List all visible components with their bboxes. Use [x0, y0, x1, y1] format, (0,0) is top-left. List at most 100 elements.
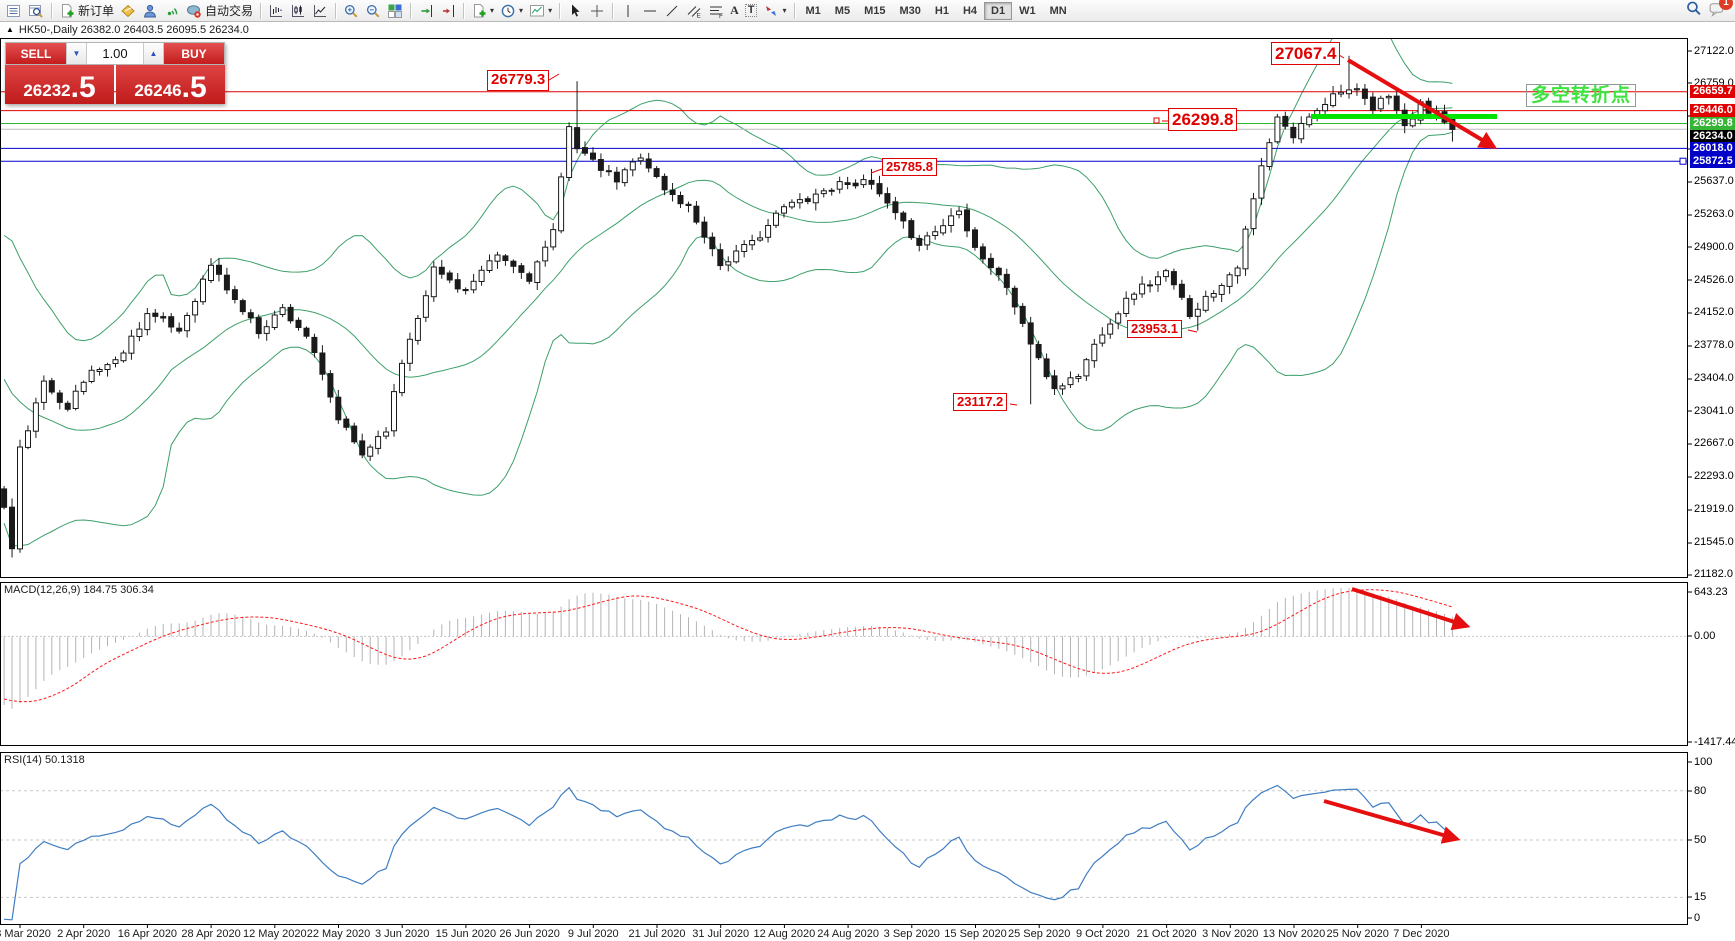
rsi-axis-tick: 0 [1694, 912, 1701, 924]
volume-increase-button[interactable]: ▲ [143, 43, 164, 64]
zoom-in-button[interactable] [340, 1, 362, 21]
text-label-button[interactable]: T [742, 1, 761, 21]
toolbar-separator [260, 2, 262, 19]
tab-timeframe-mn[interactable]: MN [1049, 4, 1067, 17]
toolbar-separator [793, 2, 795, 19]
horizontal-line-icon [642, 3, 658, 19]
date-axis-label: 15 Sep 2020 [944, 928, 1007, 940]
profile-button[interactable] [139, 1, 161, 21]
price-axis-tick: 27122.0 [1694, 44, 1734, 57]
zoom-out-button[interactable] [362, 1, 384, 21]
new-order-icon [59, 3, 75, 19]
date-axis-label: 26 Jun 2020 [499, 928, 560, 940]
toolbar-separator [335, 2, 337, 19]
tab-timeframe-m15[interactable]: M15 [864, 4, 886, 17]
new-order-button[interactable]: 新订单 [56, 1, 117, 21]
date-axis-label: 12 May 2020 [242, 928, 307, 940]
candlestick-chart-icon [290, 3, 306, 19]
tile-windows-button[interactable] [384, 1, 406, 21]
signals-button[interactable] [161, 1, 183, 21]
date-axis-label: 24 Aug 2020 [817, 928, 879, 940]
tab-timeframe-h1[interactable]: H1 [934, 4, 949, 17]
auto-trading-button[interactable]: 自动交易 [183, 1, 256, 21]
horizontal-line-button[interactable] [639, 1, 661, 21]
bar-chart-icon [268, 3, 284, 19]
price-level-label[interactable]: 27067.4 [1271, 42, 1341, 66]
search-icon[interactable] [1685, 0, 1702, 22]
bar-chart-button[interactable] [265, 1, 287, 21]
date-axis-label: 9 Jul 2020 [567, 928, 619, 940]
tab-timeframe-w1[interactable]: W1 [1019, 4, 1036, 17]
sell-button[interactable]: SELL [6, 43, 66, 64]
price-axis-tick: 22293.0 [1694, 470, 1734, 483]
date-axis-label: 7 Dec 2020 [1393, 928, 1450, 940]
trendline-button[interactable] [661, 1, 683, 21]
auto-scroll-button[interactable] [437, 1, 459, 21]
sell-price-button[interactable]: 26232.5 [5, 65, 114, 104]
date-axis-label: 31 Jul 2020 [692, 928, 750, 940]
metaeditor-icon [120, 3, 136, 19]
metaeditor-button[interactable] [117, 1, 139, 21]
cursor-button[interactable] [564, 1, 586, 21]
one-click-trading-widget: SELL ▼ ▲ BUY 26232.5 26246.5 [5, 42, 225, 104]
price-axis-tick: 24526.0 [1694, 273, 1734, 286]
macd-indicator-label: MACD(12,26,9) 184.75 306.34 [4, 584, 154, 596]
price-level-label[interactable]: 23953.1 [1127, 320, 1182, 339]
tile-windows-icon [387, 3, 403, 19]
tab-timeframe-m30[interactable]: M30 [899, 4, 921, 17]
chat-icon [1709, 2, 1724, 17]
toolbar-separator [51, 2, 52, 19]
new-order-label: 新订单 [78, 4, 115, 18]
channel-button[interactable]: E [683, 1, 705, 21]
toolbar-separator [612, 2, 614, 19]
market-watch-button[interactable] [3, 1, 25, 21]
sell-price-frac: .5 [70, 71, 96, 104]
chart-shift-button[interactable] [415, 1, 437, 21]
line-chart-button[interactable] [309, 1, 331, 21]
fibonacci-button[interactable]: F [705, 1, 727, 21]
candlestick-chart-button[interactable] [287, 1, 309, 21]
rsi-indicator-label: RSI(14) 50.1318 [4, 754, 85, 766]
templates-button[interactable]: ▾ [526, 1, 555, 21]
price-tag: 26446.0 [1690, 104, 1735, 117]
periods-button[interactable]: ▾ [497, 1, 526, 21]
tab-timeframe-d1[interactable]: D1 [984, 1, 1013, 20]
volume-input[interactable] [87, 43, 143, 64]
price-level-label[interactable]: 23117.2 [953, 393, 1008, 412]
date-axis-label: 2 Apr 2020 [57, 928, 111, 940]
tab-timeframe-m1[interactable]: M1 [805, 4, 821, 17]
data-window-button[interactable] [25, 1, 47, 21]
buy-price-button[interactable]: 26246.5 [116, 65, 225, 104]
date-axis-label: 3 Nov 2020 [1202, 928, 1259, 940]
turning-point-annotation[interactable]: 多空转折点 [1526, 84, 1637, 107]
vertical-line-button[interactable] [617, 1, 639, 21]
buy-price-frac: .5 [181, 71, 207, 104]
crosshair-button[interactable] [586, 1, 608, 21]
tab-timeframe-m5[interactable]: M5 [834, 4, 851, 17]
chevron-down-icon: ▾ [519, 5, 524, 15]
text-button[interactable]: A [727, 1, 742, 21]
price-level-label[interactable]: 25785.8 [882, 158, 937, 177]
price-level-label[interactable]: 26779.3 [487, 70, 550, 91]
arrows-button[interactable]: ▾ [760, 1, 789, 21]
price-axis-tick: 25637.0 [1694, 175, 1734, 188]
price-axis-tick: 25263.0 [1694, 208, 1734, 221]
price-axis-tick: 23404.0 [1694, 372, 1734, 385]
template-icon [529, 3, 545, 19]
price-level-label[interactable]: 26299.8 [1168, 108, 1238, 132]
auto-trading-label: 自动交易 [205, 4, 254, 18]
price-tag: 26299.8 [1690, 117, 1735, 130]
tab-timeframe-h4[interactable]: H4 [962, 4, 977, 17]
macd-axis-tick: 643.23 [1694, 586, 1728, 598]
add-indicator-button[interactable]: ▾ [468, 1, 497, 21]
collapse-triangle-icon[interactable]: ▲ [6, 25, 14, 34]
date-axis-label: 15 Jun 2020 [435, 928, 497, 940]
price-axis-tick: 23778.0 [1694, 339, 1734, 352]
text-label-icon: T [744, 4, 758, 17]
buy-button[interactable]: BUY [164, 43, 224, 64]
add-indicator-icon [471, 3, 487, 19]
notifications-button[interactable]: 1 [1708, 0, 1733, 22]
volume-decrease-button[interactable]: ▼ [66, 43, 87, 64]
profile-icon [142, 3, 158, 19]
